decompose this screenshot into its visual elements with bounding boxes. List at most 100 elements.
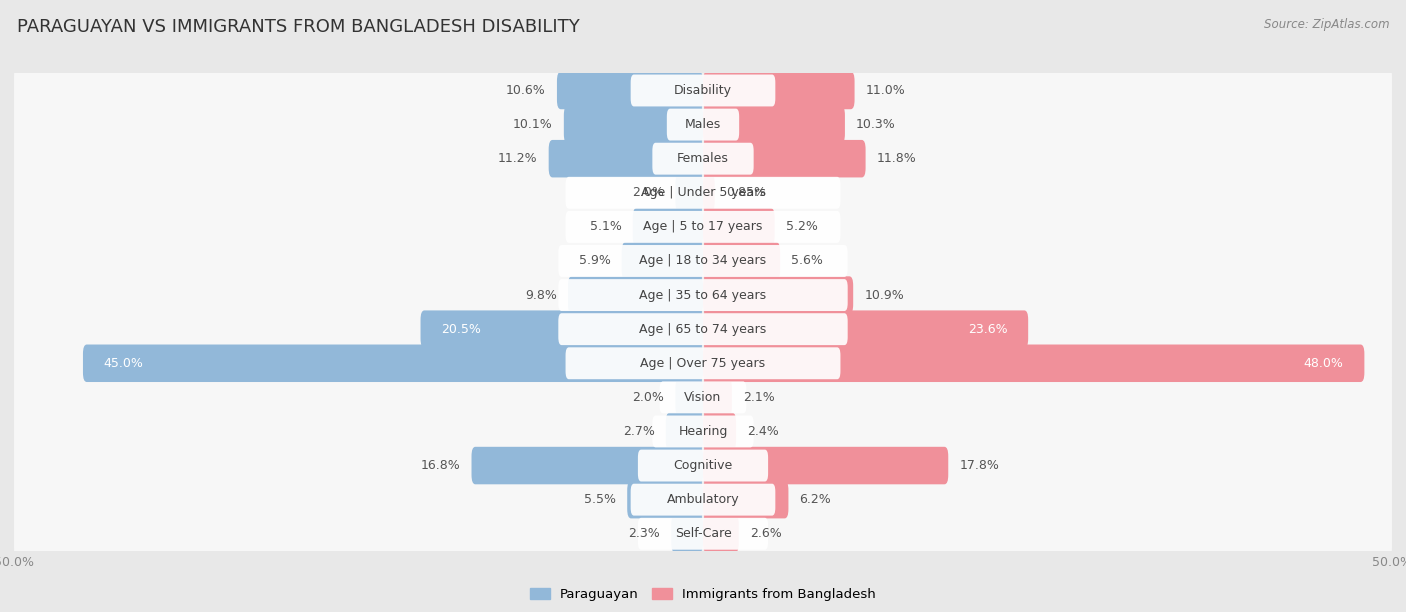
FancyBboxPatch shape bbox=[420, 310, 703, 348]
FancyBboxPatch shape bbox=[638, 518, 768, 550]
FancyBboxPatch shape bbox=[14, 97, 1392, 152]
FancyBboxPatch shape bbox=[14, 199, 1392, 255]
Text: Source: ZipAtlas.com: Source: ZipAtlas.com bbox=[1264, 18, 1389, 31]
FancyBboxPatch shape bbox=[633, 208, 703, 245]
Text: Age | Over 75 years: Age | Over 75 years bbox=[641, 357, 765, 370]
FancyBboxPatch shape bbox=[471, 447, 703, 484]
Text: Age | 18 to 34 years: Age | 18 to 34 years bbox=[640, 255, 766, 267]
Text: Self-Care: Self-Care bbox=[675, 528, 731, 540]
FancyBboxPatch shape bbox=[14, 267, 1392, 323]
Text: 5.5%: 5.5% bbox=[585, 493, 616, 506]
Text: 10.6%: 10.6% bbox=[506, 84, 546, 97]
FancyBboxPatch shape bbox=[703, 106, 845, 143]
FancyBboxPatch shape bbox=[675, 174, 703, 212]
Text: Females: Females bbox=[678, 152, 728, 165]
FancyBboxPatch shape bbox=[652, 143, 754, 174]
FancyBboxPatch shape bbox=[14, 403, 1392, 460]
FancyBboxPatch shape bbox=[557, 72, 703, 109]
Text: Disability: Disability bbox=[673, 84, 733, 97]
Text: 16.8%: 16.8% bbox=[420, 459, 461, 472]
Text: 20.5%: 20.5% bbox=[441, 323, 481, 335]
Text: 2.4%: 2.4% bbox=[747, 425, 779, 438]
Text: 10.9%: 10.9% bbox=[865, 289, 904, 302]
FancyBboxPatch shape bbox=[14, 62, 1392, 119]
Legend: Paraguayan, Immigrants from Bangladesh: Paraguayan, Immigrants from Bangladesh bbox=[524, 582, 882, 606]
FancyBboxPatch shape bbox=[14, 335, 1392, 391]
FancyBboxPatch shape bbox=[565, 211, 841, 243]
Text: 10.1%: 10.1% bbox=[513, 118, 553, 131]
FancyBboxPatch shape bbox=[703, 208, 775, 245]
Text: 11.8%: 11.8% bbox=[876, 152, 917, 165]
Text: 6.2%: 6.2% bbox=[800, 493, 831, 506]
FancyBboxPatch shape bbox=[671, 515, 703, 553]
Text: 5.1%: 5.1% bbox=[591, 220, 621, 233]
FancyBboxPatch shape bbox=[631, 483, 775, 515]
Text: Vision: Vision bbox=[685, 391, 721, 404]
FancyBboxPatch shape bbox=[558, 313, 848, 345]
FancyBboxPatch shape bbox=[14, 506, 1392, 562]
FancyBboxPatch shape bbox=[703, 379, 733, 416]
Text: Males: Males bbox=[685, 118, 721, 131]
Text: 2.7%: 2.7% bbox=[623, 425, 655, 438]
Text: Age | Under 5 years: Age | Under 5 years bbox=[641, 186, 765, 200]
Text: 45.0%: 45.0% bbox=[104, 357, 143, 370]
Text: 23.6%: 23.6% bbox=[967, 323, 1008, 335]
FancyBboxPatch shape bbox=[652, 416, 754, 447]
FancyBboxPatch shape bbox=[565, 177, 841, 209]
Text: 5.6%: 5.6% bbox=[792, 255, 823, 267]
FancyBboxPatch shape bbox=[703, 72, 855, 109]
Text: Age | 65 to 74 years: Age | 65 to 74 years bbox=[640, 323, 766, 335]
FancyBboxPatch shape bbox=[14, 301, 1392, 357]
Text: 17.8%: 17.8% bbox=[959, 459, 1000, 472]
Text: 5.2%: 5.2% bbox=[786, 220, 817, 233]
FancyBboxPatch shape bbox=[631, 75, 775, 106]
FancyBboxPatch shape bbox=[564, 106, 703, 143]
FancyBboxPatch shape bbox=[638, 450, 768, 482]
FancyBboxPatch shape bbox=[703, 276, 853, 314]
FancyBboxPatch shape bbox=[14, 438, 1392, 493]
FancyBboxPatch shape bbox=[675, 379, 703, 416]
Text: Age | 5 to 17 years: Age | 5 to 17 years bbox=[644, 220, 762, 233]
FancyBboxPatch shape bbox=[703, 242, 780, 280]
FancyBboxPatch shape bbox=[14, 370, 1392, 425]
FancyBboxPatch shape bbox=[83, 345, 703, 382]
FancyBboxPatch shape bbox=[558, 245, 848, 277]
FancyBboxPatch shape bbox=[703, 140, 866, 177]
Text: 2.6%: 2.6% bbox=[749, 528, 782, 540]
Text: 2.1%: 2.1% bbox=[742, 391, 775, 404]
FancyBboxPatch shape bbox=[14, 131, 1392, 187]
FancyBboxPatch shape bbox=[703, 345, 1364, 382]
FancyBboxPatch shape bbox=[703, 310, 1028, 348]
FancyBboxPatch shape bbox=[558, 279, 848, 311]
FancyBboxPatch shape bbox=[666, 109, 740, 141]
FancyBboxPatch shape bbox=[627, 481, 703, 518]
FancyBboxPatch shape bbox=[703, 481, 789, 518]
FancyBboxPatch shape bbox=[548, 140, 703, 177]
Text: 9.8%: 9.8% bbox=[524, 289, 557, 302]
Text: 2.3%: 2.3% bbox=[628, 528, 661, 540]
FancyBboxPatch shape bbox=[565, 348, 841, 379]
Text: Ambulatory: Ambulatory bbox=[666, 493, 740, 506]
Text: PARAGUAYAN VS IMMIGRANTS FROM BANGLADESH DISABILITY: PARAGUAYAN VS IMMIGRANTS FROM BANGLADESH… bbox=[17, 18, 579, 36]
Text: 2.0%: 2.0% bbox=[633, 186, 665, 200]
FancyBboxPatch shape bbox=[666, 412, 703, 450]
FancyBboxPatch shape bbox=[703, 412, 737, 450]
FancyBboxPatch shape bbox=[14, 165, 1392, 221]
FancyBboxPatch shape bbox=[14, 472, 1392, 528]
Text: 5.9%: 5.9% bbox=[579, 255, 610, 267]
FancyBboxPatch shape bbox=[703, 447, 948, 484]
FancyBboxPatch shape bbox=[14, 233, 1392, 289]
Text: Age | 35 to 64 years: Age | 35 to 64 years bbox=[640, 289, 766, 302]
FancyBboxPatch shape bbox=[659, 381, 747, 413]
Text: 10.3%: 10.3% bbox=[856, 118, 896, 131]
Text: 2.0%: 2.0% bbox=[633, 391, 665, 404]
FancyBboxPatch shape bbox=[621, 242, 703, 280]
FancyBboxPatch shape bbox=[703, 515, 738, 553]
Text: 11.2%: 11.2% bbox=[498, 152, 537, 165]
Text: 0.85%: 0.85% bbox=[725, 186, 766, 200]
FancyBboxPatch shape bbox=[568, 276, 703, 314]
Text: 48.0%: 48.0% bbox=[1303, 357, 1344, 370]
FancyBboxPatch shape bbox=[703, 174, 714, 212]
Text: Cognitive: Cognitive bbox=[673, 459, 733, 472]
Text: Hearing: Hearing bbox=[678, 425, 728, 438]
